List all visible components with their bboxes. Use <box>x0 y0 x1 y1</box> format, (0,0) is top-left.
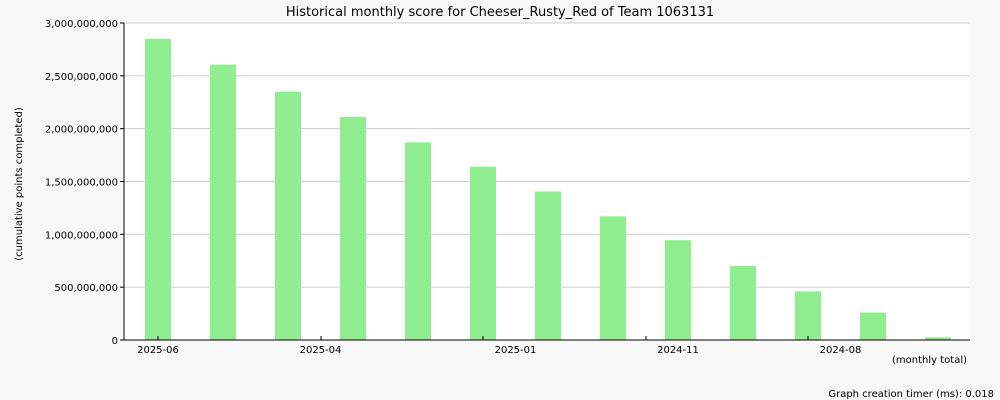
bar <box>340 117 366 340</box>
y-tick-label: 2,500,000,000 <box>45 72 118 83</box>
bar <box>210 64 236 340</box>
x-tick-label: 2024-08 <box>820 345 862 356</box>
bar <box>925 337 951 340</box>
y-tick-label: 1,000,000,000 <box>45 230 118 241</box>
graph-timer: Graph creation timer (ms): 0.018 <box>828 389 994 400</box>
y-tick-label: 0 <box>112 336 118 347</box>
bar <box>405 142 431 340</box>
bar <box>275 91 301 340</box>
bar <box>470 166 496 340</box>
bar <box>730 266 756 340</box>
x-tick-label: 2025-04 <box>300 345 342 356</box>
bar <box>600 216 626 340</box>
x-tick-labels: 2025-06 2025-04 2025-01 2024-11 2024-08 <box>137 336 861 356</box>
y-tick-label: 2,000,000,000 <box>45 125 118 136</box>
y-tick-label: 3,000,000,000 <box>45 19 118 30</box>
y-tick-label: 1,500,000,000 <box>45 178 118 189</box>
y-tick-label: 500,000,000 <box>54 283 118 294</box>
bar <box>535 191 561 340</box>
y-axis-label: (cumulative points completed) <box>14 107 25 261</box>
bars <box>145 38 951 340</box>
x-axis-label: (monthly total) <box>892 355 967 366</box>
y-tick-labels: 0 500,000,000 1,000,000,000 1,500,000,000 2,… <box>45 19 124 347</box>
x-tick-label: 2024-11 <box>657 345 699 356</box>
x-tick-label: 2025-06 <box>137 345 179 356</box>
x-tick-label: 2025-01 <box>495 345 537 356</box>
bar <box>795 291 821 340</box>
chart-title: Historical monthly score for Cheeser_Rus… <box>286 5 714 20</box>
bar <box>145 38 171 340</box>
bar <box>860 312 886 340</box>
bar <box>665 240 691 340</box>
